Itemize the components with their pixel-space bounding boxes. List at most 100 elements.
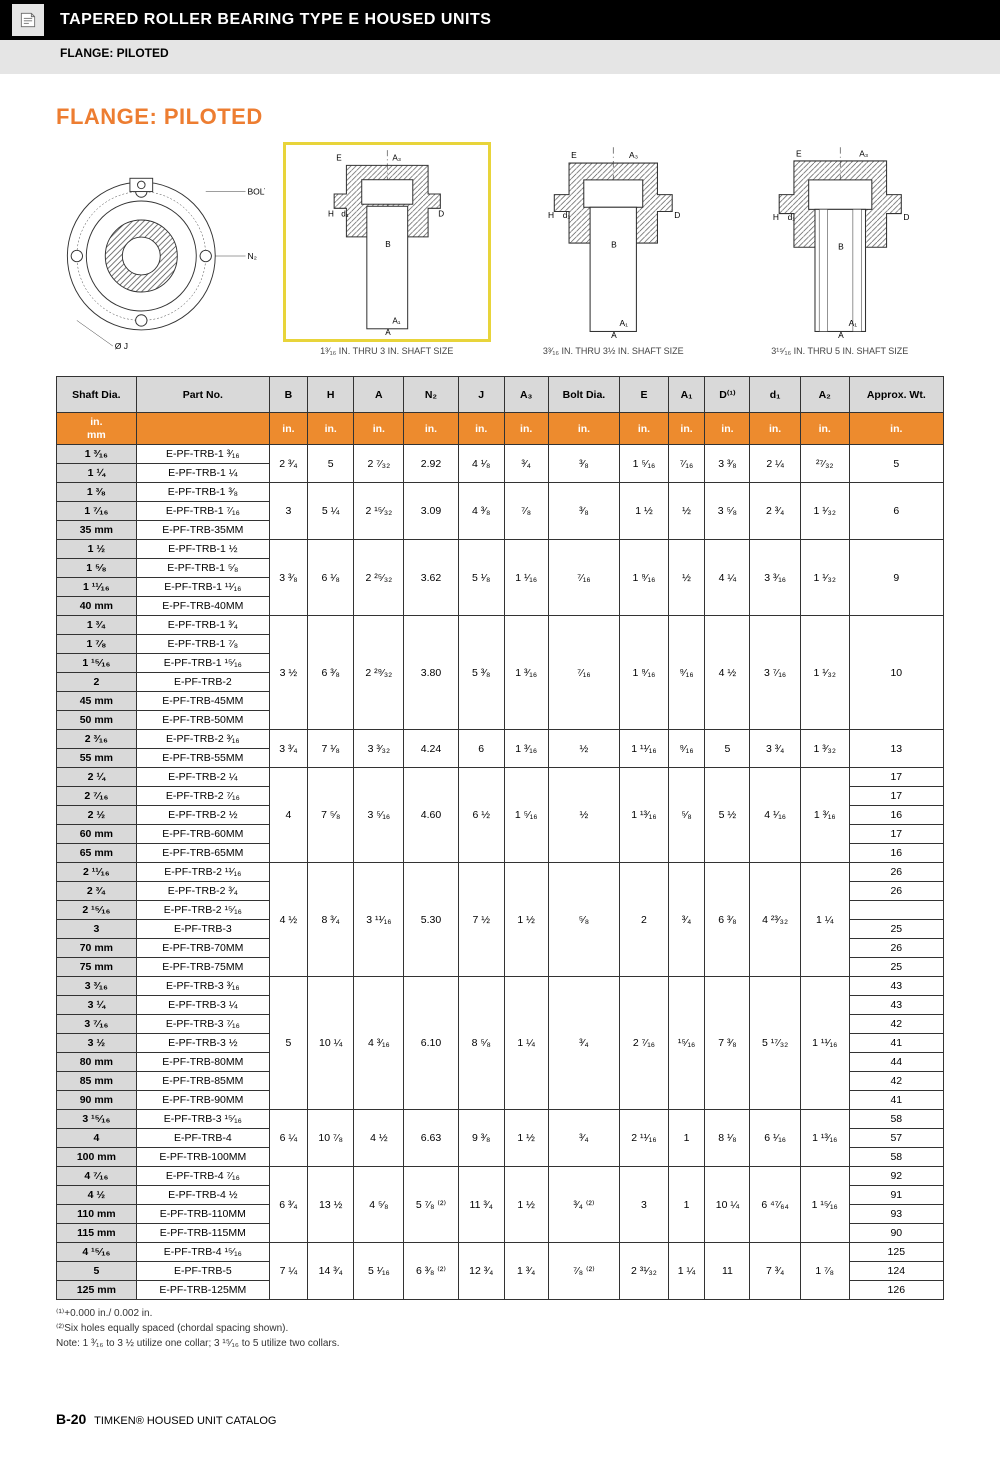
cell-shaft: 1 ¹¹⁄₁₆ [57, 578, 137, 597]
cell-val: ³⁄₈ [548, 483, 620, 540]
cell-val: ⁵⁄₈ [668, 768, 705, 863]
cell-val: 8 ³⁄₄ [307, 863, 354, 977]
cell-part: E-PF-TRB-55MM [136, 749, 269, 768]
table-header-row-2: in.mm in. in. in. in. in. in. in. in. in… [57, 413, 944, 445]
cell-val: 1 ³⁄₁₆ [504, 730, 548, 768]
cell-val: 6 ¹⁄₈ [307, 540, 354, 616]
table-row: 1 ³⁄₈E-PF-TRB-1 ³⁄₈35 ¼2 ¹⁵⁄₃₂3.094 ³⁄₈⁷… [57, 483, 944, 502]
cell-val: 2 ²⁹⁄₃₂ [354, 616, 404, 730]
cell-wt [849, 901, 943, 920]
cell-val: 2 ³⁄₄ [750, 483, 800, 540]
cell-wt: 25 [849, 920, 943, 939]
cell-val: 6 ³⁄₈ [705, 863, 750, 977]
cell-val: ⁵⁄₈ [548, 863, 620, 977]
cell-val: 5 ¹⁄₁₆ [354, 1243, 404, 1300]
cell-shaft: 1 ¹⁵⁄₁₆ [57, 654, 137, 673]
th-a: A [354, 377, 404, 413]
cell-wt: 58 [849, 1148, 943, 1167]
cell-wt: 13 [849, 730, 943, 768]
sub-banner: FLANGE: PILOTED [0, 40, 1000, 74]
cell-wt: 6 [849, 483, 943, 540]
cell-shaft: 4 [57, 1129, 137, 1148]
cell-wt: 5 [849, 445, 943, 483]
cell-val: 6 ⁴⁷⁄₆₄ [750, 1167, 800, 1243]
cell-val: 1 ¼ [800, 863, 849, 977]
cell-wt: 91 [849, 1186, 943, 1205]
cell-val: 6 [458, 730, 504, 768]
cell-val: 2 ³⁄₄ [269, 445, 307, 483]
cell-part: E-PF-TRB-1 ⁷⁄₈ [136, 635, 269, 654]
cell-val: 4 ½ [354, 1110, 404, 1167]
cell-val: 1 ¼ [504, 977, 548, 1110]
cell-val: 7 ⁵⁄₈ [307, 768, 354, 863]
footnote-3: Note: 1 ³⁄₁₆ to 3 ½ utilize one collar; … [56, 1336, 944, 1351]
th-units-part [136, 413, 269, 445]
svg-text:D: D [438, 209, 444, 218]
table-row: 4 ⁷⁄₁₆E-PF-TRB-4 ⁷⁄₁₆6 ³⁄₄13 ½4 ⁵⁄₈5 ⁷⁄₈… [57, 1167, 944, 1186]
cell-val: 1 ³⁄₄ [504, 1243, 548, 1300]
cell-val: ³⁄₄ [504, 445, 548, 483]
cell-val: 3 ³⁄₁₆ [750, 540, 800, 616]
cell-val: 6.63 [404, 1110, 458, 1167]
cell-val: 3 ³⁄₈ [705, 445, 750, 483]
cell-shaft: 1 ³⁄₈ [57, 483, 137, 502]
cell-val: 8 ¹⁄₈ [705, 1110, 750, 1167]
cell-shaft: 3 ¼ [57, 996, 137, 1015]
cell-val: 5 [269, 977, 307, 1110]
cell-part: E-PF-TRB-2 ⁷⁄₁₆ [136, 787, 269, 806]
footnote-1: ⁽¹⁾+0.000 in./ 0.002 in. [56, 1306, 944, 1321]
cell-val: ½ [668, 540, 705, 616]
cell-val: 4 ¹⁄₁₆ [750, 768, 800, 863]
cell-val: 1 [668, 1110, 705, 1167]
cell-val: 1 ½ [504, 863, 548, 977]
cell-val: 1 ⁵⁄₁₆ [620, 445, 668, 483]
cell-shaft: 100 mm [57, 1148, 137, 1167]
cell-val: 6 ¼ [269, 1110, 307, 1167]
cell-part: E-PF-TRB-3 [136, 920, 269, 939]
cell-val: 4 ½ [705, 616, 750, 730]
cell-val: 6 ³⁄₈ ⁽²⁾ [404, 1243, 458, 1300]
svg-text:A₃: A₃ [859, 149, 868, 159]
cell-part: E-PF-TRB-1 ⁷⁄₁₆ [136, 502, 269, 521]
cell-part: E-PF-TRB-125MM [136, 1281, 269, 1300]
cell-wt: 25 [849, 958, 943, 977]
cell-wt: 57 [849, 1129, 943, 1148]
cell-part: E-PF-TRB-4 ⁷⁄₁₆ [136, 1167, 269, 1186]
cell-shaft: 45 mm [57, 692, 137, 711]
svg-text:A₃: A₃ [629, 150, 638, 160]
cell-val: 5 ¼ [307, 483, 354, 540]
cell-val: 7 ³⁄₄ [750, 1243, 800, 1300]
cell-shaft: 1 ½ [57, 540, 137, 559]
th-a3: A₃ [504, 377, 548, 413]
svg-text:A₃: A₃ [392, 153, 401, 162]
cell-part: E-PF-TRB-3 ³⁄₁₆ [136, 977, 269, 996]
cell-part: E-PF-TRB-85MM [136, 1072, 269, 1091]
cell-shaft: 3 ⁷⁄₁₆ [57, 1015, 137, 1034]
cell-val: 3.09 [404, 483, 458, 540]
diagram-section-3: EA₃ Hd₁ D B A₁A 3¹⁵⁄₁₆ IN. THRU 5 IN. SH… [736, 142, 945, 356]
cell-part: E-PF-TRB-1 ³⁄₄ [136, 616, 269, 635]
cell-val: 7 ¼ [269, 1243, 307, 1300]
cell-wt: 42 [849, 1015, 943, 1034]
cell-part: E-PF-TRB-40MM [136, 597, 269, 616]
table-row: 3 ¹⁵⁄₁₆E-PF-TRB-3 ¹⁵⁄₁₆6 ¼10 ⁷⁄₈4 ½6.639… [57, 1110, 944, 1129]
page-footer: B-20 TIMKEN® HOUSED UNIT CATALOG [0, 1371, 1000, 1457]
table-row: 2 ¹¹⁄₁₆E-PF-TRB-2 ¹¹⁄₁₆4 ½8 ³⁄₄3 ¹¹⁄₁₆5.… [57, 863, 944, 882]
cell-val: ⁷⁄₁₆ [548, 540, 620, 616]
cell-val: 4 [269, 768, 307, 863]
cell-wt: 26 [849, 882, 943, 901]
cell-val: 3 ⁵⁄₁₆ [354, 768, 404, 863]
svg-text:d₁: d₁ [563, 210, 571, 220]
th-a2: A₂ [800, 377, 849, 413]
cell-val: 1 ³⁄₁₆ [800, 768, 849, 863]
cell-val: ²⁷⁄₃₂ [800, 445, 849, 483]
cell-val: ⁹⁄₁₆ [668, 730, 705, 768]
cell-val: 5 ³⁄₈ [458, 616, 504, 730]
cell-part: E-PF-TRB-1 ¼ [136, 464, 269, 483]
cell-part: E-PF-TRB-65MM [136, 844, 269, 863]
svg-text:d₁: d₁ [341, 209, 349, 218]
cell-part: E-PF-TRB-45MM [136, 692, 269, 711]
footnote-2: ⁽²⁾Six holes equally spaced (chordal spa… [56, 1321, 944, 1336]
table-row: 3 ³⁄₁₆E-PF-TRB-3 ³⁄₁₆510 ¼4 ³⁄₁₆6.108 ⁵⁄… [57, 977, 944, 996]
th-j: J [458, 377, 504, 413]
